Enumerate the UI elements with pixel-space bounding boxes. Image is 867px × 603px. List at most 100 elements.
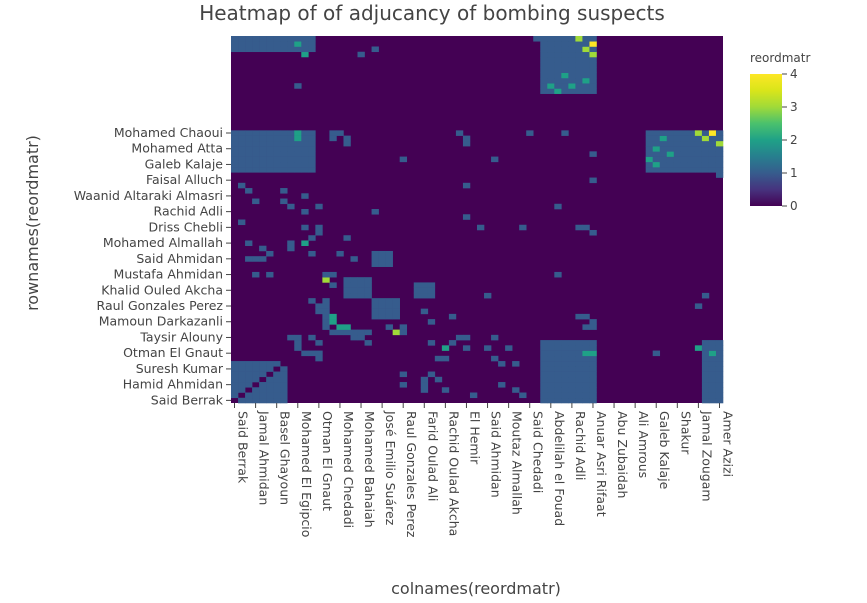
heatmap-cell: [554, 51, 562, 58]
heatmap-cell: [301, 224, 309, 231]
heatmap-cell: [252, 167, 260, 173]
heatmap-cell: [294, 340, 302, 346]
heatmap-cell: [575, 41, 583, 47]
heatmap-cell: [245, 361, 253, 367]
heatmap-cell: [378, 313, 386, 320]
heatmap-cell: [378, 308, 386, 315]
heatmap-cell: [259, 371, 267, 378]
heatmap-cell: [301, 146, 309, 152]
heatmap-cell: [554, 271, 562, 278]
heatmap-cell: [715, 167, 724, 173]
heatmap-cell: [673, 156, 682, 163]
heatmap-cell: [315, 203, 323, 210]
heatmap-cell: [666, 167, 675, 173]
heatmap-cell: [280, 167, 288, 173]
heatmap-cell: [652, 151, 661, 157]
heatmap-cell: [448, 340, 457, 346]
heatmap-cell: [294, 83, 302, 89]
heatmap-cell: [673, 167, 682, 173]
heatmap-cell: [589, 397, 597, 404]
heatmap-cell: [477, 224, 485, 231]
heatmap-cell: [554, 36, 562, 42]
heatmap-cell: [301, 209, 309, 215]
heatmap-cell: [701, 146, 710, 152]
x-tick-label: Raul Gonzales Perez: [404, 411, 419, 538]
heatmap-cell: [238, 361, 246, 367]
heatmap-cell: [540, 88, 548, 94]
heatmap-cell: [266, 167, 274, 173]
heatmap-cell: [420, 382, 429, 388]
heatmap-cell: [701, 382, 710, 388]
colorbar-tick-label: 4: [790, 67, 798, 81]
heatmap-cell: [385, 308, 393, 315]
heatmap-cell: [540, 355, 548, 362]
colorbar-tick-label: 2: [790, 133, 798, 147]
heatmap-cell: [273, 41, 281, 47]
heatmap-cell: [652, 130, 661, 136]
heatmap-cell: [505, 345, 513, 351]
heatmap-cell: [568, 350, 576, 357]
x-tick-label: Said Ahmidan: [489, 411, 504, 498]
heatmap-cell: [715, 161, 724, 168]
heatmap-cell: [491, 355, 499, 362]
x-tick-label: Said Chedadi: [531, 411, 546, 493]
heatmap-cell: [245, 46, 253, 53]
heatmap-cell: [666, 151, 675, 157]
heatmap-cell: [455, 334, 464, 341]
heatmap-cell: [231, 361, 239, 367]
heatmap-cell: [680, 135, 689, 142]
heatmap-cell: [694, 345, 703, 351]
heatmap-cell: [259, 130, 267, 136]
heatmap-cell: [582, 371, 590, 378]
heatmap-cell: [547, 41, 555, 47]
heatmap-cell: [652, 161, 661, 168]
heatmap-cell: [420, 292, 429, 299]
heatmap-cell: [715, 355, 724, 362]
heatmap-cell: [589, 355, 597, 362]
y-tick-label: Driss Chebli: [149, 219, 223, 234]
heatmap-cell: [547, 77, 555, 84]
heatmap-cell: [231, 151, 239, 157]
heatmap-cell: [701, 140, 710, 147]
heatmap-cell: [568, 382, 576, 388]
x-tick-label: El Hemir: [467, 411, 482, 465]
heatmap-cell: [308, 36, 316, 42]
heatmap-cell: [575, 382, 583, 388]
heatmap-cell: [701, 167, 710, 173]
heatmap-cell: [280, 366, 288, 372]
heatmap-cell: [659, 135, 668, 142]
heatmap-cell: [350, 282, 358, 288]
heatmap-cell: [280, 371, 288, 378]
heatmap-cell: [399, 382, 408, 388]
heatmap-cell: [687, 130, 696, 136]
heatmap-cell: [287, 203, 295, 210]
heatmap-cell: [273, 361, 281, 367]
heatmap-cell: [715, 156, 724, 163]
heatmap-cell: [371, 313, 379, 320]
heatmap-cell: [540, 56, 548, 63]
heatmap-cell: [252, 371, 260, 378]
x-tick-label: Mohamed El Egipcio: [299, 411, 314, 537]
heatmap-cell: [273, 392, 281, 399]
heatmap-cell: [329, 271, 337, 278]
heatmap-cell: [231, 161, 239, 168]
heatmap-cell: [252, 156, 260, 163]
heatmap-cell: [231, 135, 239, 142]
heatmap-cell: [582, 345, 590, 351]
heatmap-cell: [308, 334, 316, 341]
heatmap-cell: [441, 355, 450, 362]
heatmap-cell: [589, 51, 597, 58]
heatmap-cell: [238, 371, 246, 378]
heatmap-cell: [364, 277, 372, 283]
heatmap-cell: [294, 46, 302, 53]
heatmap-cell: [322, 324, 330, 330]
heatmap-cell: [659, 140, 668, 147]
heatmap-cell: [589, 151, 597, 157]
x-tick-label: José Emilio Suárez: [383, 410, 398, 526]
heatmap-cell: [694, 140, 703, 147]
heatmap-cell: [694, 135, 703, 142]
heatmap-cell: [427, 282, 436, 288]
heatmap-cell: [568, 371, 576, 378]
heatmap-cell: [568, 392, 576, 399]
heatmap-cell: [554, 371, 562, 378]
